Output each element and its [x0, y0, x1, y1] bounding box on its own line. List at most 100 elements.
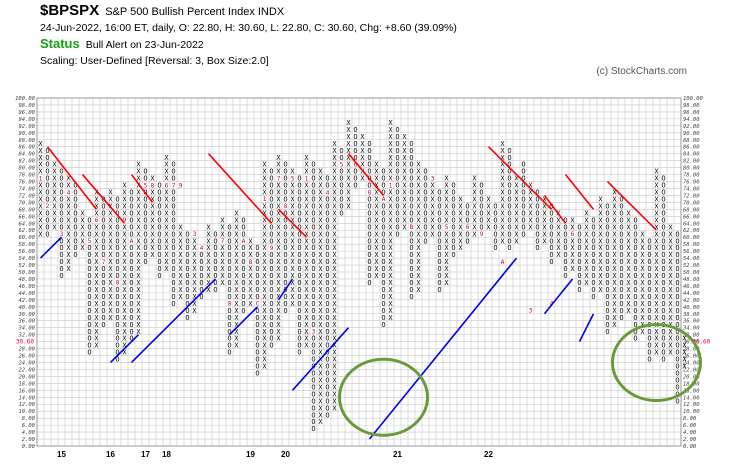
pnf-o-box: O: [59, 209, 63, 217]
pnf-x-box: X: [220, 223, 225, 231]
pnf-x-box: X: [514, 196, 519, 204]
pnf-o-box: O: [409, 189, 413, 197]
pnf-x-box: X: [108, 307, 113, 315]
y-tick-label-left: 46.00: [18, 284, 35, 290]
pnf-o-box: O: [381, 237, 385, 245]
pnf-o-box: O: [479, 189, 483, 197]
month-mark: 8: [284, 203, 288, 210]
pnf-x-box: X: [178, 286, 183, 294]
y-tick-label-right: 56.00: [683, 249, 700, 255]
pnf-x-box: X: [234, 279, 239, 287]
pnf-x-box: X: [346, 161, 351, 169]
x-year-label: 20: [281, 450, 290, 459]
pnf-x-box: X: [444, 202, 449, 210]
month-mark: C: [256, 301, 260, 308]
pnf-x-box: X: [150, 202, 155, 210]
month-mark: 4: [67, 189, 71, 196]
pnf-x-box: X: [262, 202, 267, 210]
pnf-x-box: X: [374, 230, 379, 238]
pnf-x-box: X: [472, 209, 477, 217]
x-year-label: 17: [141, 450, 150, 459]
pnf-x-box: X: [318, 370, 323, 378]
pnf-x-box: X: [52, 168, 57, 176]
pnf-o-box: O: [227, 279, 231, 287]
pnf-x-box: X: [444, 258, 449, 266]
x-year-label: 21: [393, 450, 402, 459]
pnf-o-box: O: [297, 182, 301, 190]
pnf-o-box: O: [381, 307, 385, 315]
pnf-o-box: O: [311, 356, 315, 364]
pnf-x-box: X: [318, 244, 323, 252]
pnf-x-box: X: [612, 300, 617, 308]
pnf-x-box: X: [164, 244, 169, 252]
pnf-o-box: O: [409, 175, 413, 183]
current-value-label-left: 30.60: [16, 339, 34, 346]
month-mark: 6: [165, 182, 169, 189]
pnf-x-box: X: [472, 202, 477, 210]
pnf-x-box: X: [388, 272, 393, 280]
pnf-o-box: O: [143, 244, 147, 252]
pnf-x-box: X: [94, 202, 99, 210]
pnf-o-box: O: [157, 189, 161, 197]
y-tick-label-left: 12.00: [18, 402, 35, 408]
resistance-line: [277, 208, 308, 238]
pnf-x-box: X: [304, 321, 309, 329]
pnf-x-box: X: [304, 286, 309, 294]
y-tick-label-right: 10.00: [683, 409, 700, 415]
y-tick-label-left: 16.00: [18, 388, 35, 394]
pnf-o-box: O: [563, 230, 567, 238]
x-year-label: 15: [57, 450, 66, 459]
pnf-x-box: X: [584, 279, 589, 287]
pnf-o-box: O: [157, 209, 161, 217]
pnf-x-box: X: [52, 223, 57, 231]
pnf-x-box: X: [122, 209, 127, 217]
pnf-o-box: O: [577, 265, 581, 273]
pnf-o-box: O: [129, 258, 133, 266]
pnf-x-box: X: [500, 168, 505, 176]
pnf-o-box: O: [409, 272, 413, 280]
pnf-x-box: X: [682, 335, 687, 343]
pnf-x-box: X: [192, 244, 197, 252]
pnf-o-box: O: [325, 279, 329, 287]
pnf-o-box: O: [647, 286, 651, 294]
pnf-o-box: O: [521, 161, 525, 169]
pnf-x-box: X: [94, 307, 99, 315]
pnf-o-box: O: [493, 209, 497, 217]
pnf-x-box: X: [108, 196, 113, 204]
pnf-o-box: O: [297, 230, 301, 238]
pnf-o-box: O: [451, 230, 455, 238]
pnf-x-box: X: [304, 293, 309, 301]
pnf-x-box: X: [458, 196, 463, 204]
pnf-x-box: X: [318, 223, 323, 231]
pnf-o-box: O: [661, 182, 665, 190]
pnf-o-box: O: [157, 244, 161, 252]
pnf-x-box: X: [682, 342, 687, 350]
pnf-x-box: X: [192, 307, 197, 315]
pnf-o-box: O: [521, 216, 525, 224]
pnf-x-box: X: [346, 202, 351, 210]
pnf-x-box: X: [66, 196, 71, 204]
pnf-x-box: X: [654, 209, 659, 217]
pnf-x-box: X: [444, 265, 449, 273]
pnf-o-box: O: [647, 300, 651, 308]
pnf-x-box: X: [122, 251, 127, 259]
month-mark: 4: [200, 245, 204, 252]
pnf-x-box: X: [570, 237, 575, 245]
pnf-o-box: O: [395, 230, 399, 238]
month-mark: 8: [228, 301, 232, 308]
pnf-o-box: O: [283, 265, 287, 273]
pnf-x-box: X: [192, 272, 197, 280]
pnf-x-box: X: [416, 182, 421, 190]
pnf-o-box: O: [171, 216, 175, 224]
pnf-o-box: O: [605, 202, 609, 210]
pnf-x-box: X: [626, 244, 631, 252]
pnf-o-box: O: [661, 293, 665, 301]
pnf-x-box: X: [206, 251, 211, 259]
pnf-x-box: X: [416, 272, 421, 280]
pnf-o-box: O: [521, 230, 525, 238]
pnf-o-box: O: [381, 286, 385, 294]
pnf-x-box: X: [178, 223, 183, 231]
pnf-o-box: O: [311, 182, 315, 190]
pnf-x-box: X: [332, 223, 337, 231]
pnf-o-box: O: [241, 244, 245, 252]
